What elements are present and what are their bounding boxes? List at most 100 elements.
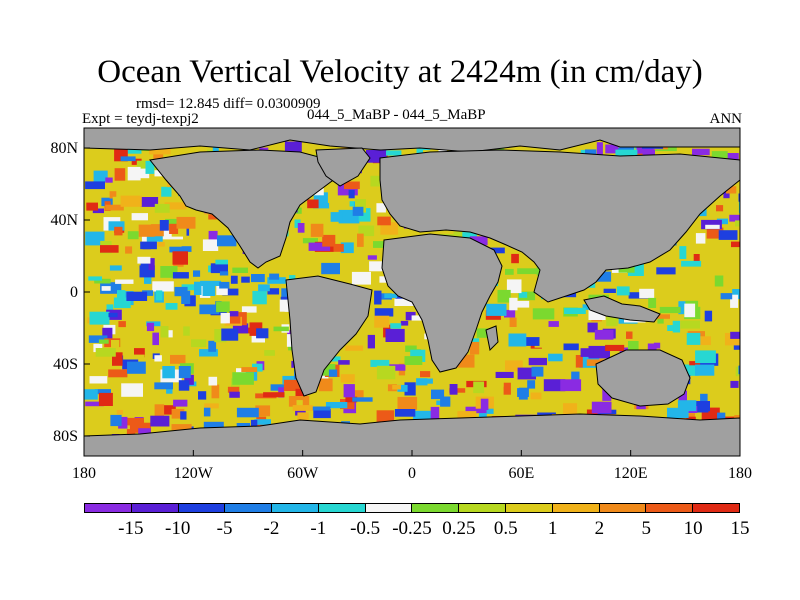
velocity-patch bbox=[587, 322, 598, 333]
velocity-patch bbox=[114, 226, 123, 236]
land-australia bbox=[595, 349, 691, 407]
velocity-patch bbox=[184, 374, 194, 385]
velocity-patch bbox=[100, 245, 119, 253]
velocity-patch bbox=[672, 320, 681, 333]
velocity-patch bbox=[373, 241, 392, 248]
velocity-patch bbox=[296, 400, 303, 409]
velocity-patch bbox=[216, 285, 228, 296]
velocity-patch bbox=[369, 261, 386, 272]
velocity-patch bbox=[250, 419, 258, 430]
velocity-patch bbox=[505, 268, 514, 275]
velocity-patch bbox=[302, 238, 318, 244]
velocity-patch bbox=[108, 312, 118, 318]
map-plot-area bbox=[84, 128, 740, 456]
velocity-patch bbox=[730, 294, 739, 308]
velocity-patch bbox=[221, 328, 239, 341]
velocity-patch bbox=[605, 344, 625, 351]
velocity-patch bbox=[154, 355, 162, 362]
velocity-patch bbox=[114, 168, 126, 181]
velocity-patch bbox=[284, 141, 302, 153]
velocity-patch bbox=[145, 160, 155, 174]
velocity-patch bbox=[527, 380, 536, 389]
velocity-patch bbox=[183, 326, 190, 336]
velocity-patch bbox=[140, 260, 155, 269]
velocity-patch bbox=[462, 232, 477, 240]
velocity-patch bbox=[131, 391, 139, 404]
velocity-patch bbox=[738, 365, 740, 375]
velocity-patch bbox=[101, 286, 111, 291]
land-madagascar bbox=[485, 325, 499, 352]
velocity-patch bbox=[297, 223, 305, 233]
velocity-patch bbox=[473, 381, 485, 394]
velocity-patch bbox=[132, 168, 150, 179]
velocity-patch bbox=[180, 411, 187, 420]
velocity-patch bbox=[616, 286, 630, 296]
velocity-patch bbox=[400, 320, 409, 326]
velocity-patch bbox=[340, 374, 355, 383]
velocity-patch bbox=[169, 246, 183, 253]
colorbar-swatch bbox=[318, 504, 366, 512]
colorbar bbox=[84, 503, 740, 513]
velocity-patch bbox=[121, 383, 143, 397]
velocity-patch bbox=[208, 376, 218, 386]
colorbar-label: -0.5 bbox=[350, 518, 381, 539]
velocity-patch bbox=[140, 241, 157, 250]
velocity-patch bbox=[735, 366, 740, 377]
velocity-patch bbox=[594, 329, 614, 340]
velocity-patch bbox=[504, 309, 516, 318]
velocity-patch bbox=[355, 199, 366, 213]
velocity-patch bbox=[532, 308, 555, 320]
velocity-patch bbox=[232, 267, 248, 273]
velocity-patch bbox=[176, 216, 196, 229]
velocity-patch bbox=[85, 231, 105, 246]
velocity-patch bbox=[659, 306, 681, 314]
velocity-patch bbox=[384, 293, 398, 298]
velocity-patch bbox=[657, 315, 664, 324]
velocity-patch bbox=[469, 341, 480, 355]
velocity-patch bbox=[486, 303, 507, 316]
velocity-patch bbox=[606, 315, 618, 327]
velocity-patch bbox=[193, 270, 201, 277]
velocity-patch bbox=[172, 272, 189, 279]
velocity-patch bbox=[726, 186, 737, 194]
velocity-patch bbox=[95, 348, 116, 357]
velocity-patch bbox=[705, 224, 720, 229]
land-north-america bbox=[149, 149, 341, 269]
velocity-patch bbox=[733, 344, 740, 350]
velocity-patch bbox=[154, 382, 173, 390]
velocity-patch bbox=[110, 414, 122, 427]
velocity-patch bbox=[700, 393, 708, 402]
velocity-patch bbox=[729, 214, 740, 222]
velocity-patch bbox=[210, 263, 228, 274]
velocity-patch bbox=[146, 232, 163, 242]
velocity-patch bbox=[667, 325, 674, 331]
velocity-patch bbox=[224, 252, 244, 257]
velocity-patch bbox=[487, 247, 505, 254]
velocity-patch bbox=[340, 242, 354, 254]
velocity-patch bbox=[716, 218, 728, 225]
velocity-patch bbox=[108, 369, 128, 378]
velocity-patch bbox=[208, 230, 218, 244]
velocity-patch bbox=[692, 148, 710, 156]
velocity-patch bbox=[263, 392, 285, 398]
colorbar-swatch bbox=[646, 504, 694, 512]
velocity-patch bbox=[517, 388, 529, 397]
velocity-patch bbox=[328, 356, 341, 362]
velocity-patch bbox=[236, 407, 259, 418]
velocity-patch bbox=[605, 144, 619, 154]
map-title: Ocean Vertical Velocity at 2424m (in cm/… bbox=[97, 54, 703, 90]
velocity-patch bbox=[718, 230, 738, 240]
land-antarctica bbox=[84, 413, 740, 456]
velocity-patch bbox=[714, 275, 724, 287]
velocity-patch bbox=[689, 361, 704, 366]
velocity-patch bbox=[171, 424, 192, 431]
velocity-patch bbox=[251, 274, 265, 283]
velocity-patch bbox=[738, 200, 740, 214]
velocity-patch bbox=[588, 345, 610, 359]
colorbar-swatch bbox=[599, 504, 647, 512]
velocity-patch bbox=[169, 223, 179, 234]
velocity-patch bbox=[692, 336, 711, 346]
velocity-patch bbox=[116, 409, 123, 415]
velocity-patch bbox=[114, 149, 128, 162]
